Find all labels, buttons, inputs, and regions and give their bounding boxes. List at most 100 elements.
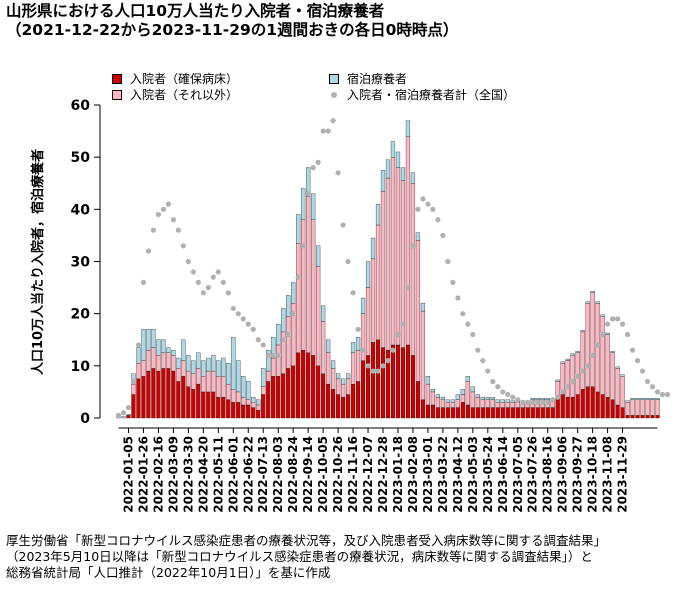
bar-kakuho — [575, 394, 580, 419]
bar-shukuhaku — [620, 374, 625, 377]
bar-kakuho — [370, 342, 376, 419]
bar-shukuhaku — [181, 339, 186, 361]
bar-shukuhaku — [470, 386, 475, 393]
national-point — [510, 394, 516, 400]
bar-kakuho — [301, 350, 306, 419]
national-point — [585, 363, 591, 369]
bar-shukuhaku — [435, 394, 440, 398]
bar-other — [241, 396, 246, 406]
bar-other — [650, 399, 655, 416]
national-point — [230, 305, 236, 312]
bar-shukuhaku — [570, 353, 575, 356]
national-point — [150, 227, 157, 233]
bar-other — [575, 352, 580, 395]
national-point — [505, 391, 511, 398]
bar-other — [355, 350, 361, 382]
national-point — [550, 397, 556, 403]
bar-kakuho — [131, 394, 136, 419]
bar-shukuhaku — [380, 170, 386, 192]
bar-shukuhaku — [460, 389, 465, 395]
national-point — [390, 347, 396, 353]
bar-kakuho — [430, 404, 436, 419]
bar-kakuho — [176, 381, 181, 419]
x-tick-label: 2023-10-18 — [586, 436, 600, 513]
bar-shukuhaku — [555, 379, 560, 382]
bar-shukuhaku — [186, 355, 191, 372]
national-point — [385, 358, 391, 364]
bar-other — [445, 402, 450, 408]
bar-kakuho — [276, 376, 281, 419]
bar-other — [440, 399, 445, 408]
bar-kakuho — [330, 389, 336, 419]
bar-kakuho — [291, 365, 296, 419]
national-point — [145, 248, 152, 254]
bar-other — [610, 352, 615, 400]
bar-other — [261, 386, 266, 395]
bar-other — [450, 402, 455, 408]
bar-shukuhaku — [385, 159, 391, 179]
bar-shukuhaku — [530, 398, 535, 400]
bar-kakuho — [510, 407, 515, 419]
bar-other — [435, 396, 440, 408]
bar-shukuhaku — [301, 188, 306, 220]
national-point — [160, 206, 167, 212]
x-tick-label: 2023-04-12 — [451, 436, 465, 513]
bar-kakuho — [306, 352, 311, 419]
bar-shukuhaku — [226, 363, 231, 385]
bar-other — [485, 399, 490, 408]
legend: 入院者（確保病床） 入院者（それ以外） 宿泊療養者 入院者・宿泊療養者計（全国） — [112, 70, 572, 106]
bar-kakuho — [395, 344, 401, 419]
national-point — [290, 311, 296, 317]
bar-other — [231, 389, 236, 403]
national-point — [649, 384, 656, 390]
bar-shukuhaku — [420, 303, 426, 312]
bar-other — [131, 383, 136, 395]
bar-other — [146, 350, 151, 372]
legend-label-national: 入院者・宿泊療養者計（全国） — [347, 88, 516, 102]
bar-other — [380, 190, 386, 348]
bar-kakuho — [311, 355, 316, 419]
bar-other — [615, 368, 620, 406]
source-note: 厚生労働省「新型コロナウイルス感染症患者の療養状況等，及び入院患者受入病床数等に… — [6, 533, 606, 581]
national-point — [415, 206, 421, 212]
bar-other — [465, 381, 470, 406]
bar-shukuhaku — [335, 373, 341, 380]
bar-shukuhaku — [625, 400, 630, 403]
bar-kakuho — [495, 407, 500, 419]
bar-other — [221, 376, 226, 398]
x-tick-label: 2023-05-03 — [466, 436, 480, 513]
bar-other — [510, 402, 515, 408]
bar-kakuho — [490, 407, 495, 419]
national-point — [295, 274, 301, 280]
bar-other — [286, 316, 291, 369]
bar-other — [186, 370, 191, 387]
bar-shukuhaku — [141, 329, 146, 361]
x-tick-label: 2022-03-30 — [181, 436, 195, 513]
bar-kakuho — [640, 415, 645, 419]
bar-other — [620, 376, 625, 408]
bar-kakuho — [625, 415, 630, 419]
national-point — [130, 378, 137, 385]
bar-kakuho — [136, 378, 141, 419]
bar-kakuho — [206, 391, 211, 419]
bar-other — [360, 313, 366, 361]
bar-shukuhaku — [605, 332, 610, 335]
national-point — [480, 358, 486, 364]
national-point — [525, 399, 531, 405]
national-point — [310, 165, 316, 171]
national-point — [345, 258, 351, 265]
bar-shukuhaku — [370, 237, 376, 260]
bar-shukuhaku — [191, 360, 196, 374]
bar-other — [395, 167, 401, 346]
national-point — [614, 316, 621, 322]
bar-kakuho — [485, 407, 490, 419]
bar-shukuhaku — [156, 339, 161, 356]
x-tick-label: 2022-01-05 — [121, 436, 135, 513]
bar-other — [480, 399, 485, 408]
national-point — [320, 128, 326, 134]
bar-kakuho — [435, 407, 440, 419]
bar-kakuho — [345, 394, 351, 419]
bar-kakuho — [360, 360, 366, 419]
bar-shukuhaku — [545, 398, 550, 400]
national-point — [170, 217, 176, 223]
